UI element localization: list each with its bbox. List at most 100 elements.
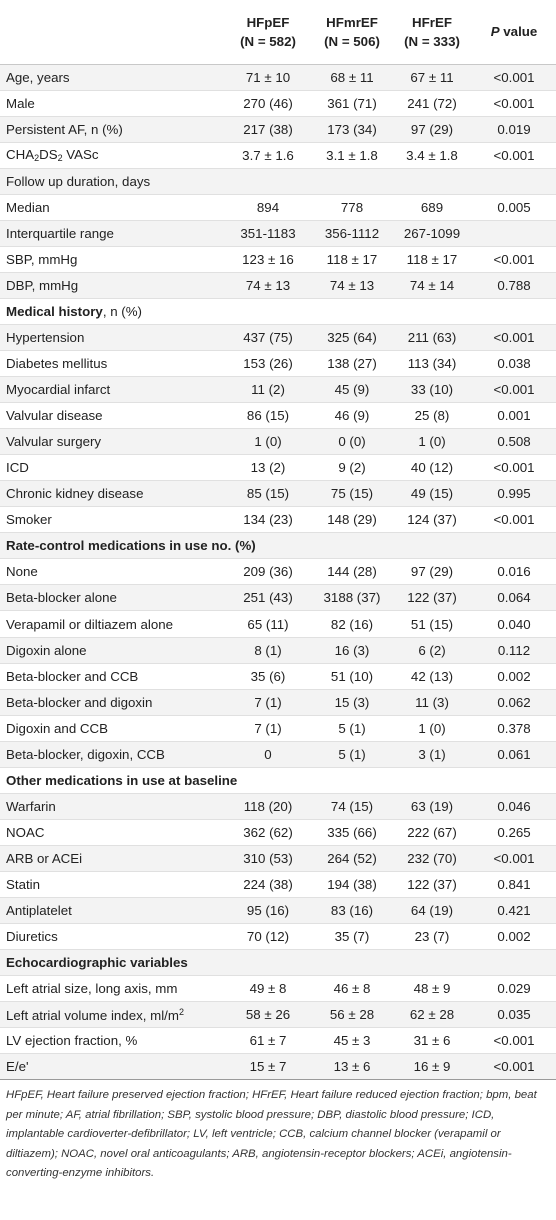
cell-hfmref: 3188 (37) <box>312 584 392 612</box>
cell-hfpef: 270 (46) <box>224 90 312 117</box>
cell-hfpef: 134 (23) <box>224 506 312 534</box>
cell-hfmref: 356-1112 <box>312 220 392 247</box>
cell-hfmref: 68 ± 11 <box>312 64 392 91</box>
cell-p-value: 0.421 <box>472 897 556 925</box>
row-label: Verapamil or diltiazem alone <box>0 610 224 638</box>
section-label: Medical history, n (%) <box>0 298 556 325</box>
cell-p-value: 0.029 <box>472 975 556 1003</box>
row-label: Beta-blocker, digoxin, CCB <box>0 741 224 768</box>
row-label: Warfarin <box>0 793 224 820</box>
cell-p-value: 0.112 <box>472 637 556 664</box>
cell-hfref: 222 (67) <box>392 819 472 846</box>
cell-hfref: 25 (8) <box>392 402 472 430</box>
row-label: CHA2DS2 VASc <box>0 142 224 169</box>
table-row: Valvular disease 86 (15) 46 (9) 25 (8) 0.001 <box>0 402 556 430</box>
cell-p-value: <0.001 <box>472 90 556 117</box>
row-label: Median <box>0 194 224 221</box>
cell-hfpef: 58 ± 26 <box>224 1001 312 1029</box>
cell-hfpef: 8 (1) <box>224 637 312 664</box>
row-label: Smoker <box>0 506 224 534</box>
cell-p-value <box>472 168 556 195</box>
table-row: Beta-blocker alone 251 (43) 3188 (37) 122 (… <box>0 584 556 612</box>
table-row: Left atrial volume index, ml/m2 58 ± 26 56… <box>0 1001 556 1029</box>
cell-hfref: 124 (37) <box>392 506 472 534</box>
cell-hfmref: 15 (3) <box>312 689 392 716</box>
row-label: Beta-blocker and digoxin <box>0 689 224 716</box>
table-row: Interquartile range 351-1183 356-1112 267-1… <box>0 220 556 247</box>
cell-p-value: 0.035 <box>472 1001 556 1029</box>
cell-p-value <box>472 220 556 247</box>
table-row: Persistent AF, n (%) 217 (38) 173 (34) 97 (… <box>0 116 556 143</box>
cell-hfmref: 56 ± 28 <box>312 1001 392 1029</box>
table-row: Beta-blocker and CCB 35 (6) 51 (10) 42 (13)… <box>0 663 556 690</box>
cell-hfmref: 361 (71) <box>312 90 392 117</box>
cell-hfmref: 74 (15) <box>312 793 392 820</box>
cell-hfmref: 16 (3) <box>312 637 392 664</box>
section-header-row: Medical history, n (%) <box>0 298 556 325</box>
cell-p-value: <0.001 <box>472 64 556 91</box>
cell-hfref: 62 ± 28 <box>392 1001 472 1029</box>
cell-hfpef: 894 <box>224 194 312 221</box>
row-label: E/e' <box>0 1053 224 1081</box>
table-row: Diuretics 70 (12) 35 (7) 23 (7) 0.002 <box>0 923 556 951</box>
cell-hfref: 97 (29) <box>392 116 472 143</box>
cell-hfref: 211 (63) <box>392 324 472 352</box>
cell-hfref: 3.4 ± 1.8 <box>392 142 472 169</box>
table-row: NOAC 362 (62) 335 (66) 222 (67) 0.265 <box>0 819 556 846</box>
cell-p-value: 0.788 <box>472 272 556 299</box>
header-hfpef: HFpEF (N = 582) <box>224 0 312 65</box>
row-label: Persistent AF, n (%) <box>0 116 224 143</box>
cell-hfref: 1 (0) <box>392 428 472 456</box>
cell-hfpef: 13 (2) <box>224 454 312 482</box>
cell-p-value: <0.001 <box>472 454 556 482</box>
cell-hfmref: 75 (15) <box>312 480 392 508</box>
cell-p-value: 0.038 <box>472 350 556 378</box>
cell-hfpef: 7 (1) <box>224 715 312 742</box>
cell-hfref: 3 (1) <box>392 741 472 768</box>
table-row: Digoxin alone 8 (1) 16 (3) 6 (2) 0.112 <box>0 637 556 664</box>
cell-hfref: 48 ± 9 <box>392 975 472 1003</box>
cell-p-value: <0.001 <box>472 246 556 273</box>
table-row: Median 894 778 689 0.005 <box>0 194 556 221</box>
section-label: Rate-control medications in use no. (%) <box>0 532 556 560</box>
cell-hfmref: 83 (16) <box>312 897 392 925</box>
table-row: ARB or ACEi 310 (53) 264 (52) 232 (70) <0.00… <box>0 845 556 872</box>
cell-hfref: 51 (15) <box>392 610 472 638</box>
section-label: Echocardiographic variables <box>0 949 556 977</box>
cell-hfmref: 35 (7) <box>312 923 392 951</box>
cell-hfmref: 138 (27) <box>312 350 392 378</box>
cell-hfmref <box>312 168 392 195</box>
row-label: NOAC <box>0 819 224 846</box>
cell-p-value: <0.001 <box>472 845 556 872</box>
section-header-row: Echocardiographic variables <box>0 949 556 977</box>
row-label: Statin <box>0 871 224 899</box>
cell-hfpef: 71 ± 10 <box>224 64 312 91</box>
table-row: Valvular surgery 1 (0) 0 (0) 1 (0) 0.508 <box>0 428 556 456</box>
header-hfmref: HFmrEF (N = 506) <box>312 0 392 65</box>
row-label: Beta-blocker and CCB <box>0 663 224 690</box>
cell-hfref: 6 (2) <box>392 637 472 664</box>
table-row: CHA2DS2 VASc 3.7 ± 1.6 3.1 ± 1.8 3.4 ± 1.8 <… <box>0 142 556 169</box>
cell-p-value: <0.001 <box>472 506 556 534</box>
cell-hfpef: 362 (62) <box>224 819 312 846</box>
cell-hfpef: 11 (2) <box>224 376 312 404</box>
table-row: SBP, mmHg 123 ± 16 118 ± 17 118 ± 17 <0.001 <box>0 246 556 273</box>
cell-hfmref: 144 (28) <box>312 558 392 586</box>
cell-hfpef: 65 (11) <box>224 610 312 638</box>
row-label: Age, years <box>0 64 224 91</box>
cell-hfmref: 0 (0) <box>312 428 392 456</box>
cell-hfref: 232 (70) <box>392 845 472 872</box>
cell-p-value: 0.002 <box>472 663 556 690</box>
header-hfref: HFrEF (N = 333) <box>392 0 472 65</box>
table-row: Age, years 71 ± 10 68 ± 11 67 ± 11 <0.001 <box>0 64 556 91</box>
cell-hfref: 33 (10) <box>392 376 472 404</box>
cell-p-value: 0.016 <box>472 558 556 586</box>
table-row: Digoxin and CCB 7 (1) 5 (1) 1 (0) 0.378 <box>0 715 556 742</box>
table-row: Warfarin 118 (20) 74 (15) 63 (19) 0.046 <box>0 793 556 820</box>
table-row: Myocardial infarct 11 (2) 45 (9) 33 (10) <0.… <box>0 376 556 404</box>
cell-hfpef: 3.7 ± 1.6 <box>224 142 312 169</box>
cell-hfmref: 5 (1) <box>312 715 392 742</box>
cell-hfmref: 778 <box>312 194 392 221</box>
cell-hfref: 40 (12) <box>392 454 472 482</box>
